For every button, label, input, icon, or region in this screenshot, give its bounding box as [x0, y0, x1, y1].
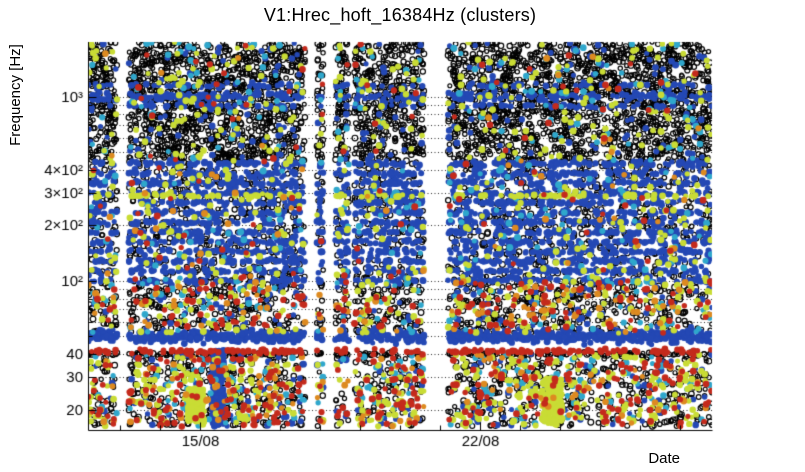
x-axis-label: Date: [648, 450, 680, 467]
